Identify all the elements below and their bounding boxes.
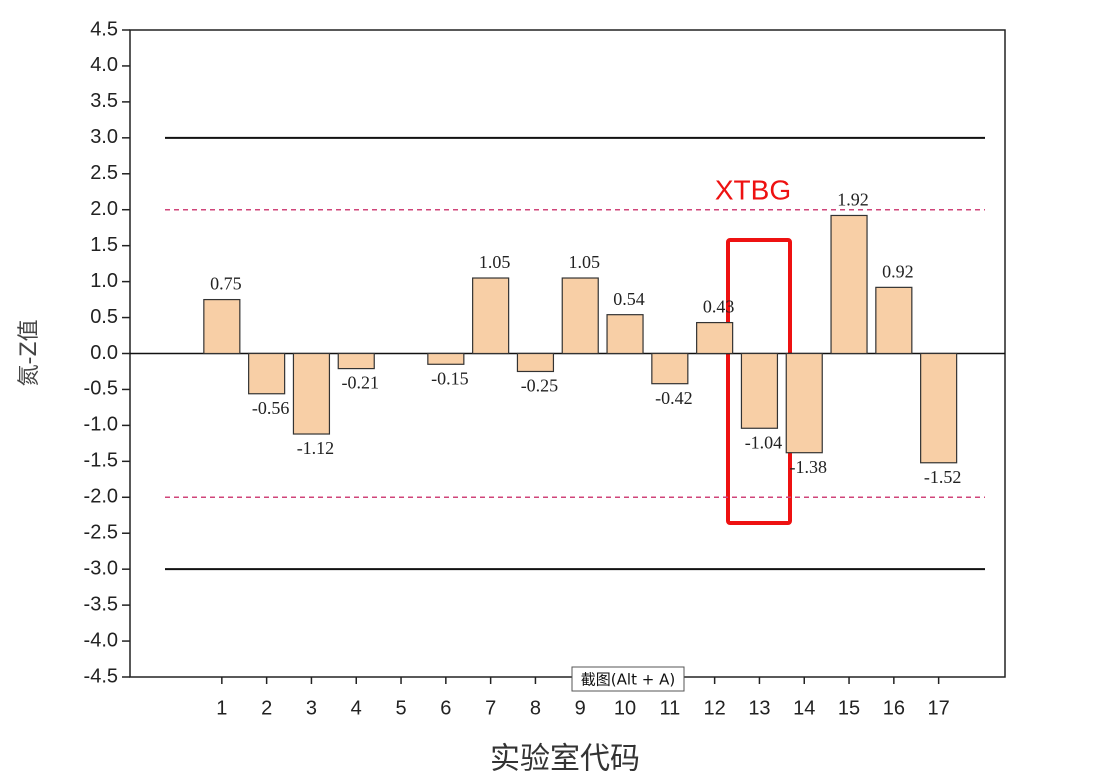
x-tick-label: 4 [351,697,362,719]
value-label: 0.75 [210,274,242,294]
value-label: -1.38 [789,457,827,477]
x-tick-label: 6 [440,697,451,719]
tooltip-box [571,666,685,692]
x-tick-label: 16 [883,697,905,719]
value-label: 0.43 [703,297,735,317]
bar [337,352,375,370]
bar [561,277,599,355]
x-tick-label: 13 [748,697,770,719]
bar [651,352,689,385]
x-tick-label: 15 [838,697,860,719]
bar [875,286,913,355]
y-tick-label: 1.5 [90,234,118,256]
x-tick-label: 10 [614,697,636,719]
y-tick-label: -3.0 [84,557,118,579]
x-tick-label: 11 [659,697,680,719]
x-tick-label: 17 [928,697,950,719]
value-label: -1.04 [745,432,783,452]
bar [920,352,958,464]
y-tick-label: 1.0 [90,270,118,292]
value-label: 0.92 [882,261,914,281]
bar [292,352,331,435]
x-axis-label: 实验室代码 [490,742,640,777]
x-tick-label: 5 [395,697,406,719]
value-label: -0.42 [655,388,693,408]
x-tick-label: 8 [530,697,541,719]
bar [606,314,644,355]
x-tick-label: 14 [793,697,815,719]
annotation: XTBG [715,174,791,205]
y-tick-label: 4.0 [90,54,118,76]
x-tick-label: 2 [261,697,272,719]
value-label: -0.56 [252,398,290,418]
y-tick-label: 2.0 [90,198,118,220]
y-tick-label: 3.5 [90,90,118,112]
value-label: -1.12 [297,438,335,458]
bar [740,352,779,429]
y-tick-label: 4.5 [90,18,118,40]
value-label: -0.25 [521,376,559,396]
x-tick-label: 7 [485,697,496,719]
y-tick-label: -2.0 [84,486,118,508]
bar [427,352,465,365]
y-tick-label: -2.5 [84,522,118,544]
y-tick-label: -1.0 [84,414,118,436]
value-label: 0.54 [613,289,645,309]
bar [830,214,868,355]
value-label: -0.15 [431,368,469,388]
x-tick-label: 12 [704,697,726,719]
y-tick-label: 0.0 [90,342,118,364]
bar [785,352,823,454]
value-label: 1.05 [479,252,511,272]
bar [248,352,286,395]
bar [472,277,510,355]
x-tick-label: 9 [575,697,586,719]
x-tick-label: 3 [306,697,317,719]
y-tick-label: 3.0 [90,126,118,148]
y-tick-label: 0.5 [90,306,118,328]
y-tick-label: -0.5 [84,378,118,400]
value-label: 1.05 [568,252,600,272]
value-label: -1.52 [924,467,962,487]
value-label: -0.21 [341,373,379,393]
bar [203,298,241,355]
y-axis-label: 氮-Z值 [17,319,42,386]
bar [696,321,734,355]
bar [516,352,555,373]
y-tick-label: -1.5 [84,450,118,472]
x-tick-label: 1 [216,697,227,719]
y-tick-label: 2.5 [90,162,118,184]
y-tick-label: -3.5 [84,593,118,615]
tooltip-text: 截图(Alt + A) [581,671,675,689]
y-tick-label: -4.0 [84,629,118,651]
tooltip: 截图(Alt + A) [571,666,685,692]
value-label: 1.92 [837,190,869,210]
y-tick-label: -4.5 [84,665,118,687]
